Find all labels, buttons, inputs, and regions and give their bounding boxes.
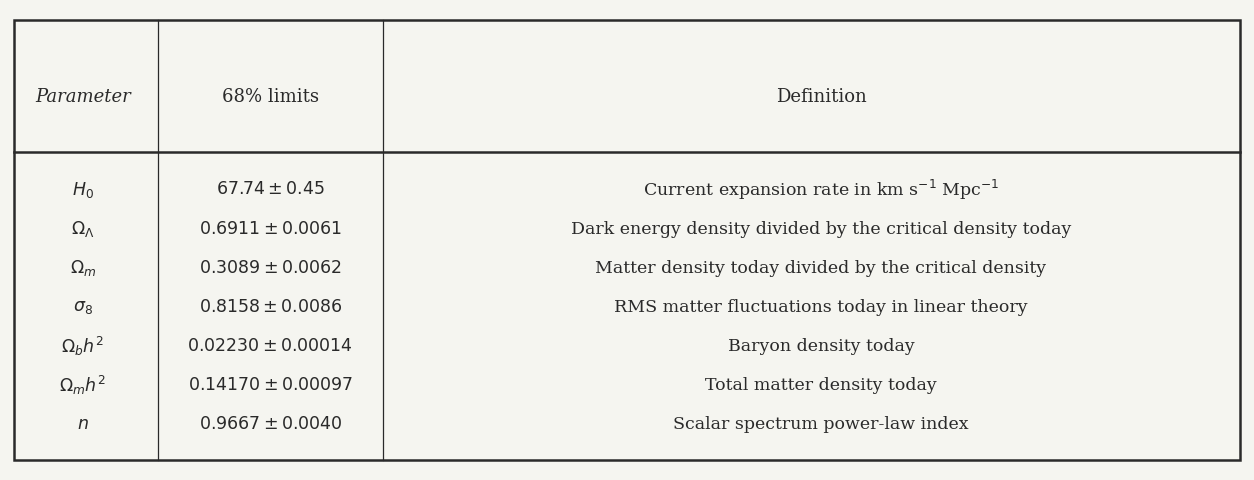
Text: $\sigma_8$: $\sigma_8$ xyxy=(73,299,93,316)
Text: $n$: $n$ xyxy=(76,416,89,433)
Text: $0.3089 \pm 0.0062$: $0.3089 \pm 0.0062$ xyxy=(199,260,342,276)
Text: Current expansion rate in km s$^{-1}$ Mpc$^{-1}$: Current expansion rate in km s$^{-1}$ Mp… xyxy=(643,178,999,202)
Text: Scalar spectrum power-law index: Scalar spectrum power-law index xyxy=(673,416,968,433)
Text: $\Omega_\Lambda$: $\Omega_\Lambda$ xyxy=(71,219,94,239)
Text: $\Omega_m h^2$: $\Omega_m h^2$ xyxy=(59,374,107,397)
Text: $\Omega_b h^2$: $\Omega_b h^2$ xyxy=(61,335,104,358)
Text: Total matter density today: Total matter density today xyxy=(705,377,937,394)
Text: Baryon density today: Baryon density today xyxy=(727,338,914,355)
Text: $H_0$: $H_0$ xyxy=(71,180,94,200)
Text: Dark energy density divided by the critical density today: Dark energy density divided by the criti… xyxy=(571,220,1071,238)
Text: $67.74 \pm 0.45$: $67.74 \pm 0.45$ xyxy=(216,181,325,198)
Text: Definition: Definition xyxy=(775,88,867,106)
Text: $\Omega_m$: $\Omega_m$ xyxy=(69,258,97,278)
Text: 68% limits: 68% limits xyxy=(222,88,319,106)
Text: $0.9667 \pm 0.0040$: $0.9667 \pm 0.0040$ xyxy=(198,416,342,433)
Text: $0.14170 \pm 0.00097$: $0.14170 \pm 0.00097$ xyxy=(188,377,354,394)
Text: Parameter: Parameter xyxy=(35,88,130,106)
Text: $0.6911 \pm 0.0061$: $0.6911 \pm 0.0061$ xyxy=(199,220,342,238)
Text: $0.02230 \pm 0.00014$: $0.02230 \pm 0.00014$ xyxy=(187,338,354,355)
Text: RMS matter fluctuations today in linear theory: RMS matter fluctuations today in linear … xyxy=(614,299,1028,316)
Text: Matter density today divided by the critical density: Matter density today divided by the crit… xyxy=(596,260,1047,276)
Text: $0.8158 \pm 0.0086$: $0.8158 \pm 0.0086$ xyxy=(198,299,342,316)
